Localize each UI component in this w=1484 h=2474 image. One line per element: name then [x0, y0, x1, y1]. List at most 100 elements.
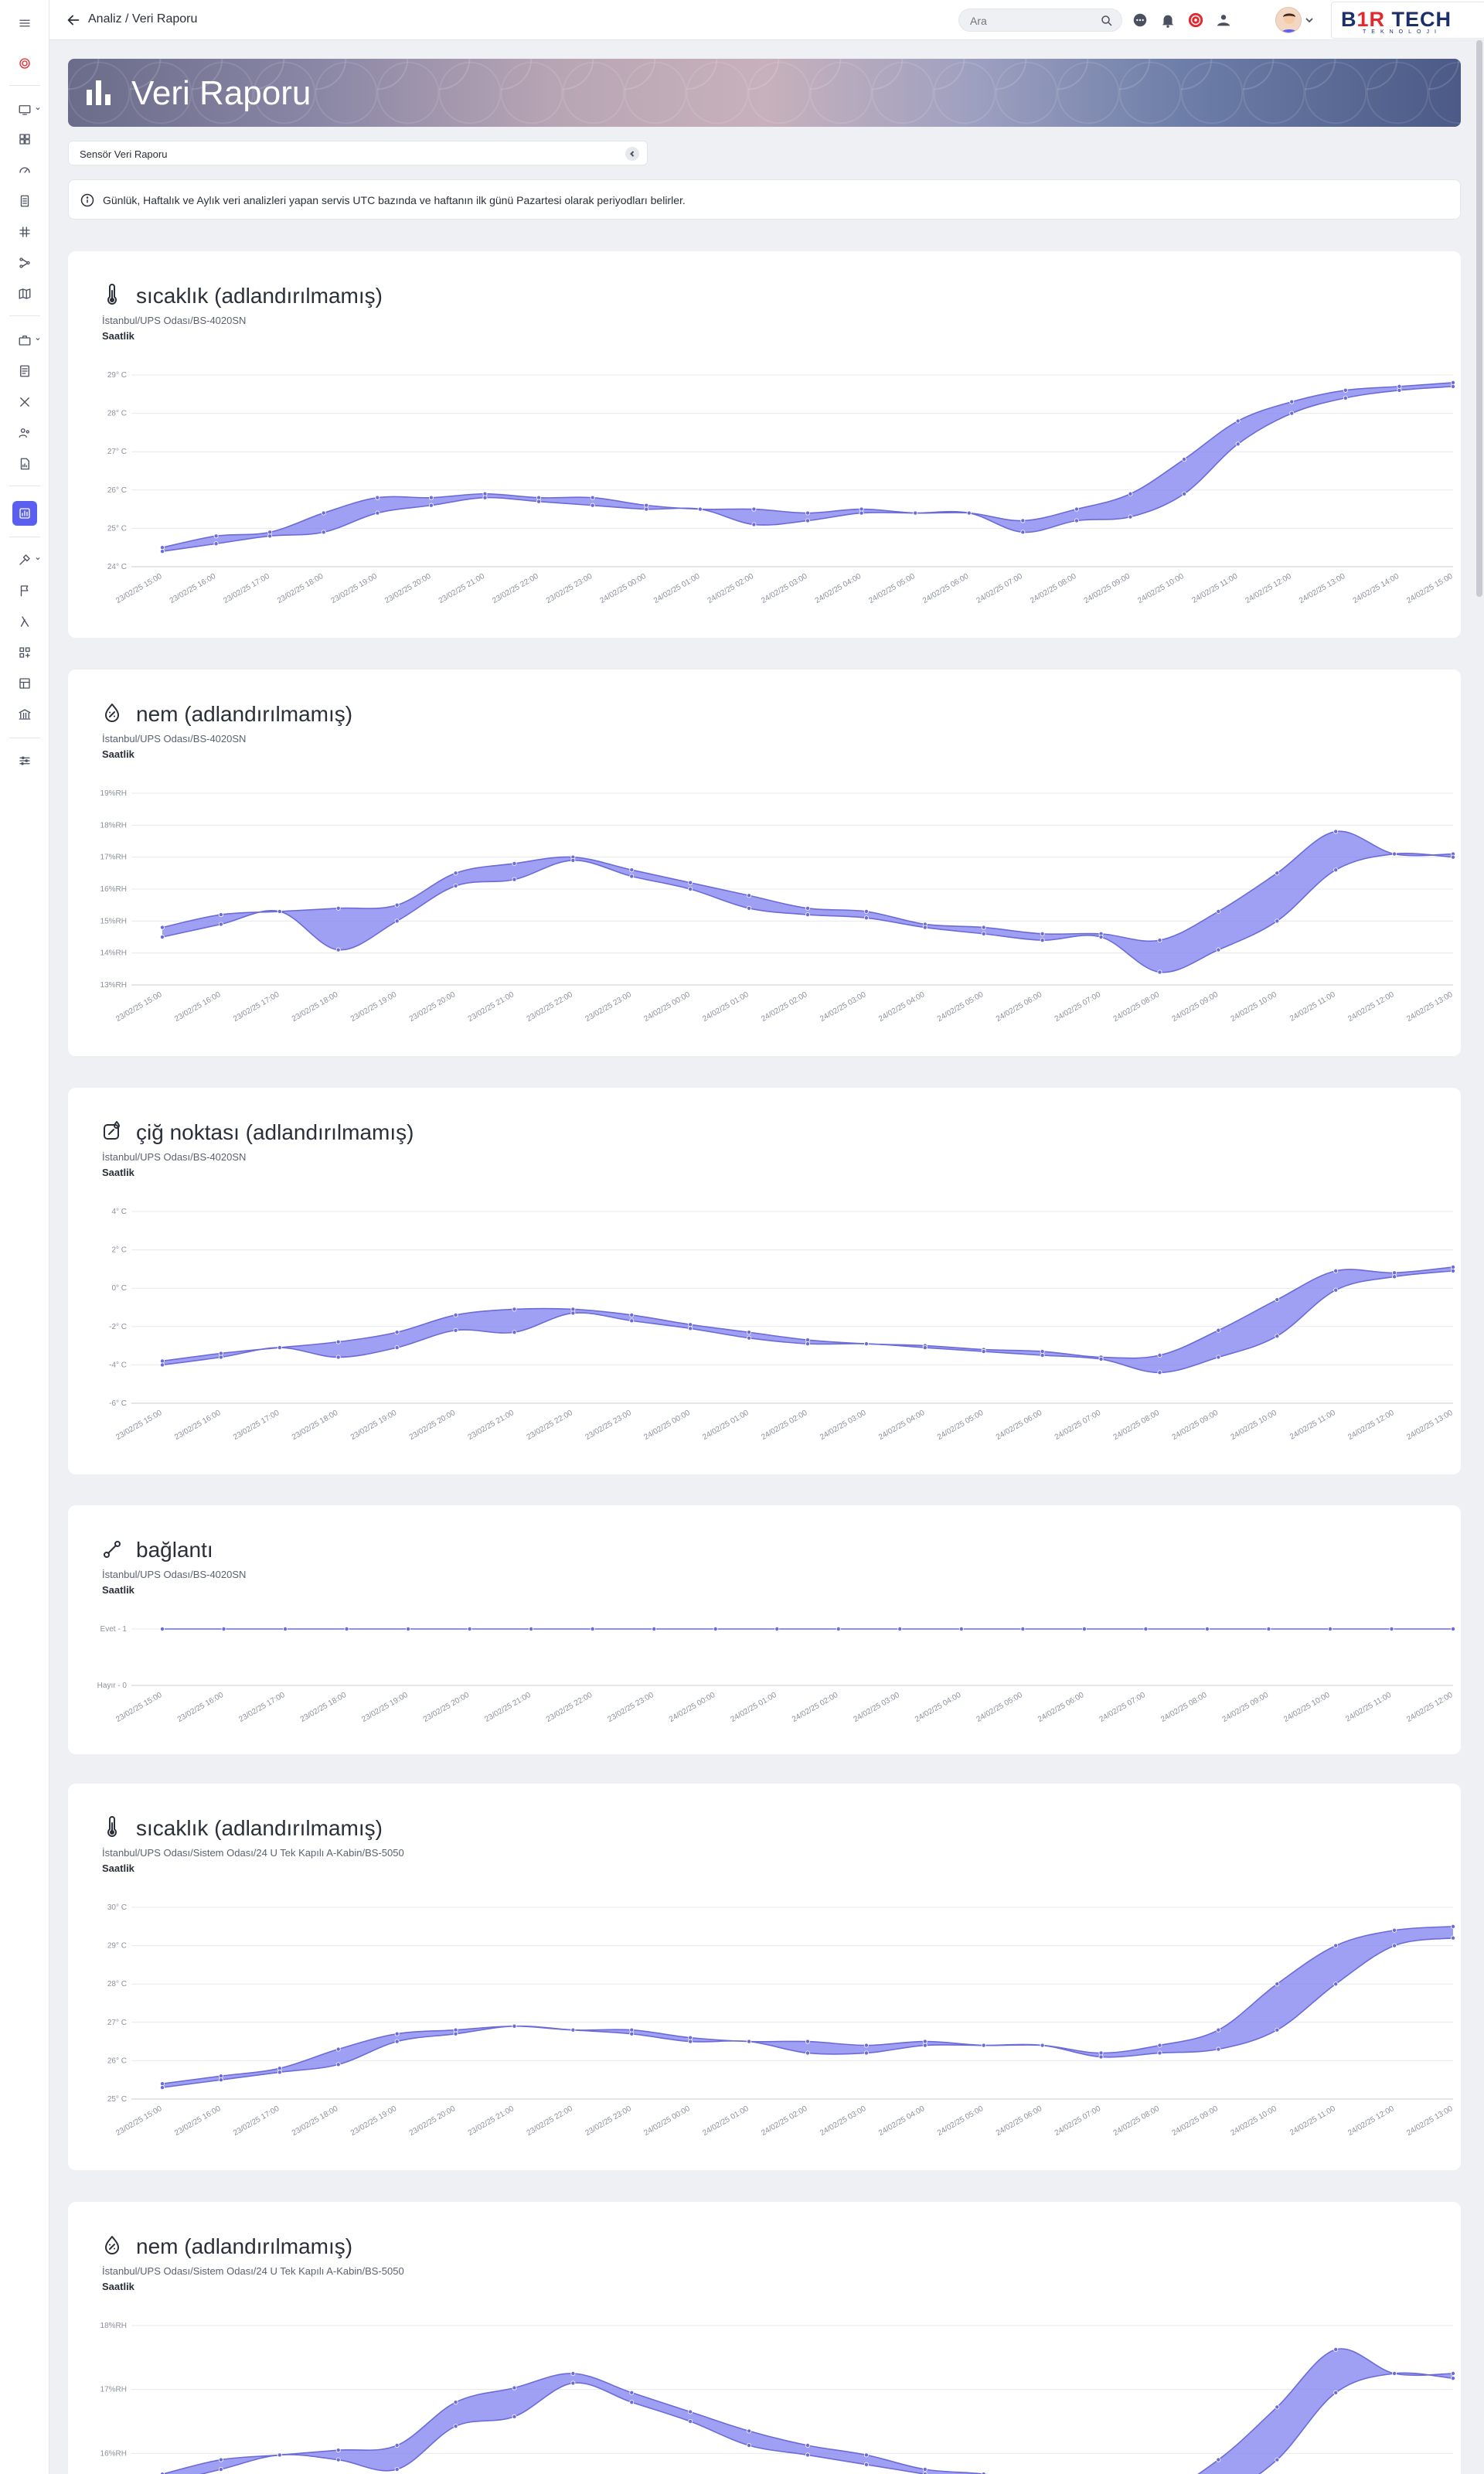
data-point[interactable]: [536, 495, 542, 500]
map-icon[interactable]: [12, 281, 37, 306]
data-point[interactable]: [981, 2472, 986, 2474]
data-point[interactable]: [1216, 1355, 1221, 1360]
bell-icon[interactable]: [1158, 10, 1178, 30]
data-point[interactable]: [1343, 387, 1348, 393]
data-point[interactable]: [453, 2400, 458, 2405]
data-point[interactable]: [1275, 871, 1280, 876]
data-point[interactable]: [213, 533, 219, 539]
data-point[interactable]: [774, 1626, 780, 1631]
data-point[interactable]: [922, 1345, 928, 1351]
data-point[interactable]: [221, 1626, 226, 1631]
data-point[interactable]: [218, 2466, 223, 2472]
data-point[interactable]: [747, 1335, 752, 1341]
data-point[interactable]: [1451, 2376, 1456, 2381]
data-point[interactable]: [629, 1312, 635, 1317]
users-icon[interactable]: [12, 421, 37, 445]
data-point[interactable]: [1275, 2404, 1280, 2410]
data-point[interactable]: [335, 947, 341, 952]
data-point[interactable]: [1040, 938, 1045, 943]
data-point[interactable]: [1333, 1943, 1339, 1948]
sliders-icon[interactable]: [12, 748, 37, 773]
data-point[interactable]: [1020, 530, 1026, 535]
more-icon[interactable]: [1130, 10, 1150, 30]
data-point[interactable]: [836, 1626, 841, 1631]
data-point[interactable]: [453, 2031, 458, 2036]
data-point[interactable]: [1451, 383, 1456, 389]
data-point[interactable]: [805, 2452, 811, 2458]
data-point[interactable]: [805, 1338, 811, 1343]
data-point[interactable]: [590, 503, 595, 508]
device-icon[interactable]: [12, 189, 37, 213]
data-point[interactable]: [1333, 867, 1339, 873]
data-point[interactable]: [453, 1327, 458, 1333]
data-point[interactable]: [1098, 2054, 1104, 2060]
data-point[interactable]: [467, 1626, 472, 1631]
data-point[interactable]: [335, 2046, 341, 2052]
data-point[interactable]: [1235, 418, 1241, 424]
data-point[interactable]: [1157, 1352, 1162, 1358]
data-point[interactable]: [453, 2027, 458, 2033]
data-point[interactable]: [863, 2043, 869, 2048]
data-point[interactable]: [688, 2039, 693, 2044]
data-point[interactable]: [1182, 457, 1187, 462]
data-point[interactable]: [335, 1355, 341, 1360]
data-point[interactable]: [570, 857, 576, 863]
data-point[interactable]: [218, 2457, 223, 2462]
data-point[interactable]: [688, 2409, 693, 2414]
data-point[interactable]: [863, 915, 869, 921]
data-point[interactable]: [512, 860, 517, 866]
data-point[interactable]: [1157, 2050, 1162, 2056]
data-point[interactable]: [160, 2472, 165, 2474]
data-point[interactable]: [1397, 387, 1402, 393]
data-point[interactable]: [1451, 1626, 1456, 1631]
topology-icon[interactable]: [12, 250, 37, 275]
data-point[interactable]: [218, 1355, 223, 1360]
data-point[interactable]: [160, 545, 165, 550]
data-point[interactable]: [859, 506, 864, 512]
data-point[interactable]: [1098, 2050, 1104, 2056]
data-point[interactable]: [863, 908, 869, 914]
data-point[interactable]: [1081, 1626, 1087, 1631]
data-point[interactable]: [1040, 931, 1045, 936]
data-point[interactable]: [1289, 411, 1295, 416]
data-point[interactable]: [805, 912, 811, 918]
data-point[interactable]: [1275, 1297, 1280, 1303]
data-point[interactable]: [512, 2385, 517, 2391]
data-point[interactable]: [713, 1626, 718, 1631]
page-scrollbar[interactable]: [1476, 40, 1482, 597]
data-point[interactable]: [570, 2370, 576, 2376]
data-point[interactable]: [863, 1341, 869, 1347]
data-point[interactable]: [629, 2027, 635, 2033]
data-point[interactable]: [1333, 1268, 1339, 1273]
data-point[interactable]: [1333, 2346, 1339, 2352]
data-point[interactable]: [629, 2400, 635, 2405]
data-point[interactable]: [859, 510, 864, 516]
report-list-icon[interactable]: [12, 359, 37, 383]
data-point[interactable]: [1157, 938, 1162, 943]
data-point[interactable]: [1275, 2457, 1280, 2462]
data-point[interactable]: [1182, 491, 1187, 496]
data-point[interactable]: [160, 2085, 165, 2091]
data-point[interactable]: [267, 533, 273, 539]
data-point[interactable]: [218, 922, 223, 927]
data-point[interactable]: [1020, 1626, 1026, 1631]
panel-icon[interactable]: [12, 671, 37, 696]
data-point[interactable]: [747, 2039, 752, 2044]
data-point[interactable]: [1397, 383, 1402, 389]
data-point[interactable]: [805, 518, 811, 523]
data-point[interactable]: [688, 880, 693, 885]
data-point[interactable]: [512, 2023, 517, 2029]
tools-icon[interactable]: [12, 390, 37, 414]
data-point[interactable]: [751, 506, 757, 512]
data-point[interactable]: [277, 908, 282, 914]
data-point[interactable]: [751, 522, 757, 527]
data-point[interactable]: [629, 2031, 635, 2036]
data-point[interactable]: [1333, 1287, 1339, 1293]
data-point[interactable]: [1275, 2027, 1280, 2033]
tab-sensor-data-report[interactable]: Sensör Veri Raporu: [80, 148, 168, 160]
data-point[interactable]: [394, 2039, 400, 2044]
data-point[interactable]: [160, 549, 165, 554]
data-point[interactable]: [1275, 918, 1280, 924]
data-point[interactable]: [406, 1626, 411, 1631]
data-point[interactable]: [897, 1626, 903, 1631]
